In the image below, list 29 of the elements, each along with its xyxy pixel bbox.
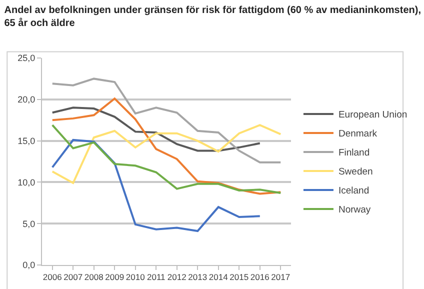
legend-label: Iceland: [338, 186, 370, 197]
x-tick-label: 2010: [126, 272, 146, 282]
line-series: [51, 138, 261, 232]
legend-label: Denmark: [338, 128, 378, 140]
legend-label: European Union: [338, 110, 408, 121]
x-tick-label: 2007: [64, 272, 83, 282]
x-tick-label: 2016: [250, 272, 270, 282]
y-tick-label: 5,0: [22, 218, 36, 229]
y-tick-label: 15,0: [18, 136, 36, 146]
y-tick-label: 10,0: [18, 177, 36, 188]
legend-label: Sweden: [338, 166, 373, 178]
line-series: [51, 98, 282, 195]
line-series: [51, 78, 282, 164]
x-tick-label: 2014: [208, 272, 228, 282]
x-tick-label: 2013: [188, 272, 208, 282]
line-series: [51, 106, 261, 152]
legend-label: Norway: [338, 204, 371, 216]
y-tick-label: 20,0: [18, 94, 36, 105]
x-tick-label: 2011: [146, 272, 166, 282]
y-tick-label: 25,0: [18, 53, 36, 64]
x-tick-label: 2017: [271, 272, 290, 282]
x-tick-label: 2015: [230, 272, 249, 282]
y-tick-label: 0,0: [22, 260, 36, 270]
x-tick-label: 2012: [167, 272, 187, 282]
legend-label: Finland: [338, 148, 370, 159]
x-tick-label: 2008: [84, 272, 104, 282]
chart-title: Andel av befolkningen under gränsen för risk för fattigdom (60 % av medianinkomsten), 65 år och äldre: [4, 5, 422, 30]
x-tick-label: 2009: [105, 272, 124, 282]
x-tick-label: 2006: [42, 272, 62, 282]
